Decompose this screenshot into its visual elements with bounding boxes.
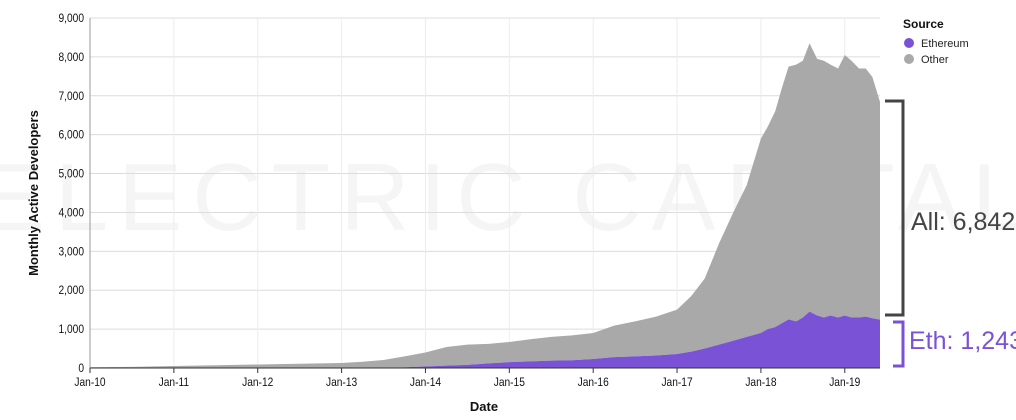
x-tick-label: Jan-19 — [829, 376, 860, 389]
callout-all-label: All: 6,842 — [911, 208, 1015, 236]
legend-label-other: Other — [921, 54, 949, 66]
y-tick-label: 5,000 — [58, 168, 84, 181]
y-tick-label: 1,000 — [58, 323, 84, 336]
legend-swatch-other — [904, 54, 914, 64]
y-axis-title: Monthly Active Developers — [26, 110, 41, 276]
x-tick-label: Jan-18 — [745, 376, 776, 389]
callout-eth-label: Eth: 1,243 — [909, 327, 1016, 355]
y-tick-label: 7,000 — [58, 90, 84, 103]
x-tick-label: Jan-11 — [159, 376, 189, 389]
area-other — [90, 43, 880, 368]
y-tick-label: 4,000 — [58, 207, 84, 220]
area-ethereum — [90, 311, 880, 368]
bracket-eth — [893, 320, 905, 368]
callouts: All: 6,842 Eth: 1,243 — [885, 99, 1016, 368]
x-tick-label: Jan-16 — [578, 376, 609, 389]
stacked-areas — [90, 43, 880, 368]
x-axis-title: Date — [470, 399, 498, 414]
x-tick-label: Jan-15 — [494, 376, 525, 389]
x-tick-label: Jan-10 — [74, 376, 105, 389]
x-tick-label: Jan-17 — [661, 376, 692, 389]
y-tick-label: 9,000 — [58, 12, 84, 25]
y-tick-label: 2,000 — [58, 285, 84, 298]
axes: 0 1,000 2,000 3,000 4,000 5,000 6,000 7,000 8,00… — [58, 12, 880, 389]
legend-swatch-ethereum — [904, 38, 914, 48]
bracket-all — [885, 99, 905, 317]
y-tick-label: 0 — [78, 362, 84, 375]
y-tick-label: 6,000 — [58, 129, 84, 142]
y-tick-label: 3,000 — [58, 246, 84, 259]
x-tick-label: Jan-12 — [242, 376, 273, 389]
legend: Source Ethereum Other — [903, 17, 969, 66]
x-tick-label: Jan-14 — [410, 376, 441, 389]
legend-title: Source — [903, 17, 944, 31]
legend-label-ethereum: Ethereum — [921, 38, 969, 50]
y-tick-label: 8,000 — [58, 51, 84, 64]
x-tick-label: Jan-13 — [326, 376, 357, 389]
